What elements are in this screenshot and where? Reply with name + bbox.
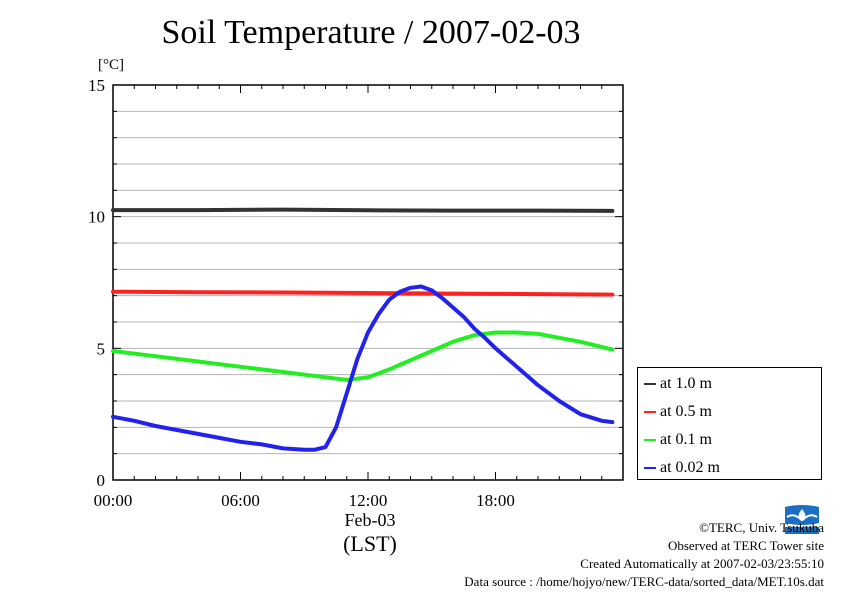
credit-site: Observed at TERC Tower site — [667, 538, 824, 553]
x-tick-label: 18:00 — [476, 491, 515, 510]
x-tick-label: 00:00 — [94, 491, 133, 510]
x-tick-label: 06:00 — [221, 491, 260, 510]
legend-label: at 0.02 m — [660, 459, 720, 476]
series-lines — [111, 207, 615, 452]
legend-label: at 1.0 m — [660, 375, 712, 392]
y-tick-label: 10 — [88, 208, 105, 227]
grid-lines — [113, 110, 623, 455]
y-tick-label: 15 — [88, 76, 105, 95]
legend-swatch — [644, 383, 656, 385]
series-line-0 — [111, 207, 615, 213]
legend-item: at 0.1 m — [644, 430, 712, 450]
x-tick-label: 12:00 — [349, 491, 388, 510]
legend-item: at 0.02 m — [644, 458, 720, 478]
legend-label: at 0.1 m — [660, 431, 712, 448]
y-tick-label: 0 — [97, 471, 106, 490]
legend-swatch — [644, 411, 656, 413]
x-axis-label: (LST) — [343, 531, 397, 556]
credit-source: Data source : /home/hojyo/new/TERC-data/… — [464, 574, 824, 589]
series-line-1 — [111, 289, 615, 297]
legend-item: at 1.0 m — [644, 374, 712, 394]
axis-ticks: 00:00 06:00 12:00 18:00 0 5 10 15 — [88, 76, 624, 510]
terc-logo-icon — [783, 503, 821, 535]
legend-swatch — [644, 439, 656, 441]
series-line-2 — [111, 330, 615, 382]
y-axis-unit-label: [°C] — [98, 57, 124, 73]
x-axis-date-label: Feb-03 — [344, 510, 396, 530]
y-tick-label: 5 — [97, 339, 106, 358]
series-line-3 — [111, 284, 615, 452]
chart-title: Soil Temperature / 2007-02-03 — [161, 14, 581, 51]
legend-item: at 0.5 m — [644, 402, 712, 422]
credit-copyright: ©TERC, Univ. Tsukuba — [699, 520, 824, 535]
credit-created: Created Automatically at 2007-02-03/23:5… — [580, 556, 824, 571]
plot-frame — [112, 84, 624, 481]
legend-label: at 0.5 m — [660, 403, 712, 420]
terc-logo — [783, 503, 821, 535]
legend: at 1.0 m at 0.5 m at 0.1 m at 0.02 m — [637, 367, 822, 480]
legend-swatch — [644, 467, 656, 469]
